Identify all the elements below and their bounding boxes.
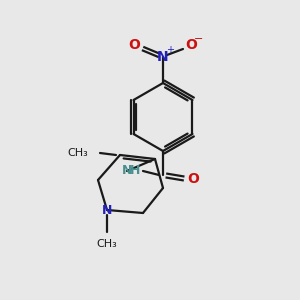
Text: N: N — [102, 203, 112, 217]
Text: N: N — [157, 50, 169, 64]
Text: N: N — [122, 164, 132, 176]
Text: −: − — [194, 34, 204, 44]
Text: CH₃: CH₃ — [67, 148, 88, 158]
Text: CH₃: CH₃ — [97, 239, 117, 249]
Text: H: H — [130, 164, 140, 176]
Text: +: + — [166, 45, 174, 55]
Text: O: O — [187, 172, 199, 186]
Text: O: O — [185, 38, 197, 52]
Text: O: O — [128, 38, 140, 52]
